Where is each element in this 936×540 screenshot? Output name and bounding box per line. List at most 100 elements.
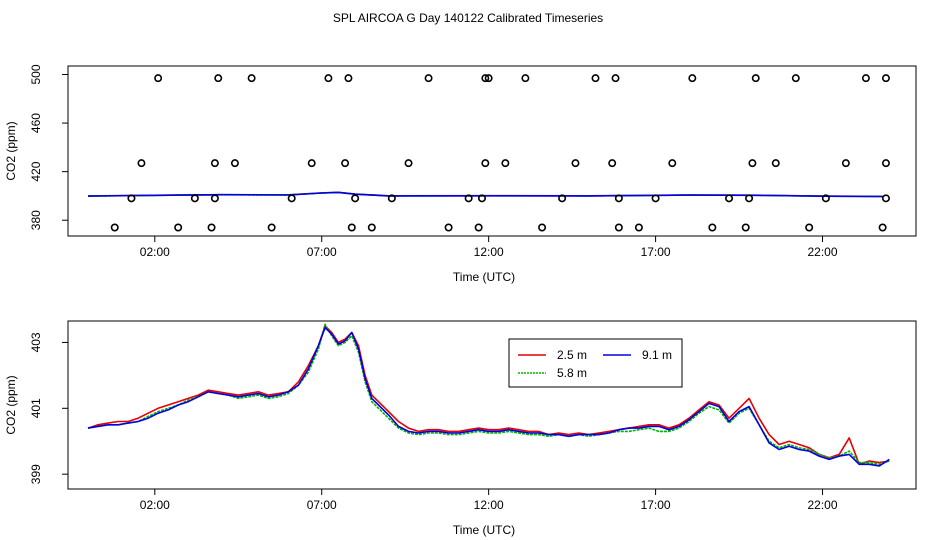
calibration-point xyxy=(878,223,887,232)
calibration-point xyxy=(821,194,830,203)
calibration-point xyxy=(464,194,473,203)
x-tick-label: 22:00 xyxy=(808,498,838,512)
calibration-point xyxy=(881,159,890,168)
x-tick-label: 02:00 xyxy=(140,498,170,512)
calibration-point xyxy=(501,159,510,168)
bottom-plot-frame xyxy=(67,320,917,490)
calibration-point xyxy=(307,159,316,168)
calibration-point xyxy=(881,194,890,203)
calibration-point xyxy=(611,74,620,83)
calibration-point xyxy=(214,74,223,83)
x-tick-label: 17:00 xyxy=(641,498,671,512)
calibration-point xyxy=(651,194,660,203)
calibration-point xyxy=(841,159,850,168)
calibration-point xyxy=(614,194,623,203)
legend: 2.5 m 9.1 m 5.8 m xyxy=(508,338,683,388)
calibration-point xyxy=(634,223,643,232)
calibration-point xyxy=(444,223,453,232)
top-x-axis: 02:00 07:00 12:00 17:00 22:00 xyxy=(140,235,838,259)
calibration-point xyxy=(614,223,623,232)
top-plot-frame xyxy=(67,65,917,237)
calibration-point xyxy=(791,74,800,83)
y-tick-label: 500 xyxy=(29,64,43,84)
legend-label-5-8m: 5.8 m xyxy=(557,366,587,380)
x-tick-label: 22:00 xyxy=(808,245,838,259)
calibration-point xyxy=(881,74,890,83)
x-tick-label: 07:00 xyxy=(307,245,337,259)
calibration-point xyxy=(481,74,490,83)
calibration-point xyxy=(387,194,396,203)
bottom-x-axis: 02:00 07:00 12:00 17:00 22:00 xyxy=(140,488,838,512)
calibration-point xyxy=(745,194,754,203)
y-tick-label: 399 xyxy=(29,464,43,484)
y-tick-label: 403 xyxy=(29,332,43,352)
calibration-point xyxy=(591,74,600,83)
calibration-point xyxy=(771,159,780,168)
calibration-point xyxy=(154,74,163,83)
chart-title: SPL AIRCOA G Day 140122 Calibrated Times… xyxy=(333,11,603,25)
calibration-point xyxy=(127,194,136,203)
top-panel: 02:00 07:00 12:00 17:00 22:00 380 420 460 500 T… xyxy=(4,64,917,284)
x-tick-label: 17:00 xyxy=(641,245,671,259)
calibration-point xyxy=(207,223,216,232)
y-tick-label: 380 xyxy=(29,210,43,230)
bottom-series-lines xyxy=(87,323,890,467)
calibration-point xyxy=(484,74,493,83)
top-x-axis-label: Time (UTC) xyxy=(453,270,515,284)
bottom-y-axis: 399 401 403 xyxy=(29,332,69,484)
calibration-point xyxy=(748,159,757,168)
calibration-point xyxy=(344,74,353,83)
calibration-point xyxy=(668,159,677,168)
calibration-point xyxy=(267,223,276,232)
y-tick-label: 460 xyxy=(29,113,43,133)
bottom-panel: 02:00 07:00 12:00 17:00 22:00 399 401 403 Time… xyxy=(4,320,917,537)
calibration-point xyxy=(741,223,750,232)
top-calibration-points xyxy=(110,74,890,232)
series-line-2-5-m xyxy=(87,325,890,466)
x-tick-label: 12:00 xyxy=(474,245,504,259)
calibration-point xyxy=(805,223,814,232)
calibration-point xyxy=(571,159,580,168)
calibration-point xyxy=(474,223,483,232)
calibration-point xyxy=(404,159,413,168)
bottom-x-axis-label: Time (UTC) xyxy=(453,523,515,537)
calibration-point xyxy=(341,159,350,168)
calibration-point xyxy=(110,223,119,232)
calibration-point xyxy=(424,74,433,83)
calibration-point xyxy=(558,194,567,203)
top-y-axis: 380 420 460 500 xyxy=(29,64,69,230)
legend-label-2-5m: 2.5 m xyxy=(557,348,587,362)
calibration-point xyxy=(521,74,530,83)
calibration-point xyxy=(538,223,547,232)
calibration-point xyxy=(347,223,356,232)
top-y-axis-label: CO2 (ppm) xyxy=(4,121,18,180)
bottom-y-axis-label: CO2 (ppm) xyxy=(4,375,18,434)
series-line-9-1-m xyxy=(87,191,883,198)
calibration-point xyxy=(247,74,256,83)
calibration-point xyxy=(190,194,199,203)
legend-box xyxy=(508,338,683,388)
y-tick-label: 420 xyxy=(29,161,43,181)
calibration-point xyxy=(608,159,617,168)
calibration-point xyxy=(137,159,146,168)
x-tick-label: 07:00 xyxy=(307,498,337,512)
calibration-point xyxy=(230,159,239,168)
calibration-point xyxy=(174,223,183,232)
calibration-point xyxy=(477,194,486,203)
legend-label-9-1m: 9.1 m xyxy=(642,348,672,362)
calibration-point xyxy=(861,74,870,83)
top-series-lines xyxy=(87,191,883,198)
calibration-point xyxy=(287,194,296,203)
calibration-point xyxy=(210,194,219,203)
calibration-point xyxy=(481,159,490,168)
calibration-point xyxy=(708,223,717,232)
x-tick-label: 12:00 xyxy=(474,498,504,512)
series-line-9-1-m xyxy=(87,326,890,467)
calibration-point xyxy=(725,194,734,203)
x-tick-label: 02:00 xyxy=(140,245,170,259)
calibration-point xyxy=(324,74,333,83)
calibration-point xyxy=(367,223,376,232)
calibration-point xyxy=(351,194,360,203)
calibration-point xyxy=(688,74,697,83)
